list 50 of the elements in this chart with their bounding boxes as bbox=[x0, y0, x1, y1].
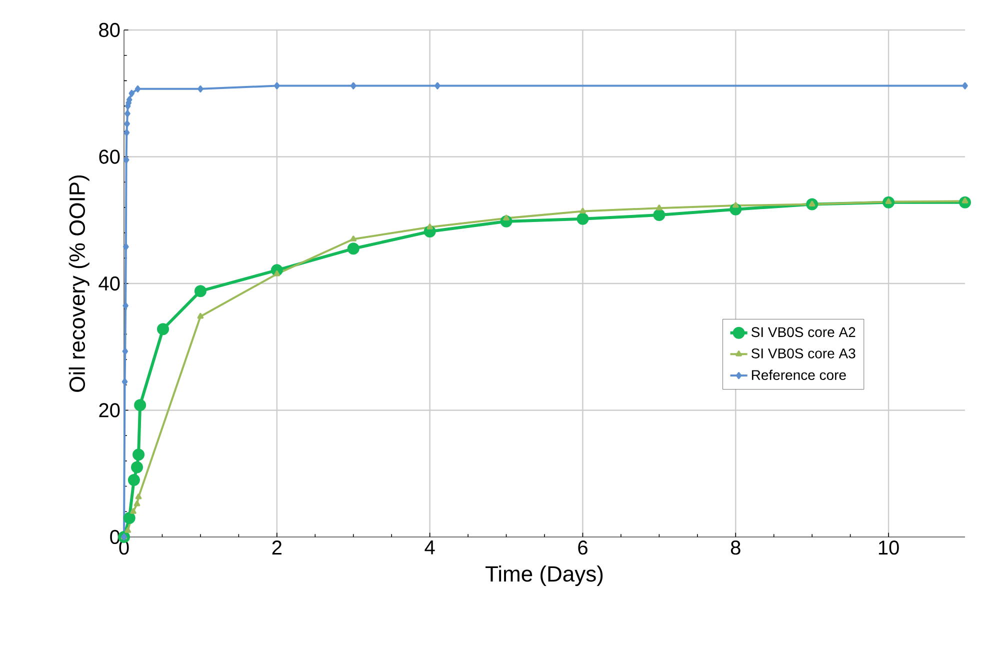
point bbox=[653, 209, 666, 222]
point bbox=[122, 348, 128, 355]
x-axis-title: Time (Days) bbox=[486, 566, 603, 586]
point bbox=[197, 312, 204, 319]
x-tick-label: 8 bbox=[730, 540, 740, 555]
point bbox=[194, 285, 206, 298]
point bbox=[732, 202, 739, 208]
point bbox=[656, 204, 662, 210]
point bbox=[122, 378, 128, 386]
point bbox=[350, 82, 356, 90]
y-tick-label: 60 bbox=[99, 150, 120, 164]
point bbox=[157, 323, 169, 336]
y-axis-title: Oil recovery (% OOIP) bbox=[68, 175, 90, 392]
point bbox=[132, 448, 145, 461]
point bbox=[134, 399, 146, 412]
legend-label: Reference core bbox=[752, 370, 846, 380]
point bbox=[962, 82, 968, 90]
point bbox=[198, 85, 204, 92]
point bbox=[350, 236, 357, 242]
point bbox=[124, 527, 131, 533]
point bbox=[123, 156, 130, 164]
y-tick-label: 80 bbox=[99, 22, 120, 38]
legend-label: SI VB0S core A2 bbox=[751, 327, 856, 338]
point bbox=[576, 212, 589, 225]
x-tick-label: 6 bbox=[578, 540, 588, 555]
x-tick-label: 2 bbox=[272, 540, 282, 554]
point bbox=[128, 90, 135, 97]
point bbox=[123, 243, 129, 250]
point bbox=[434, 82, 440, 90]
point bbox=[135, 494, 142, 500]
point bbox=[124, 120, 130, 128]
point bbox=[426, 224, 433, 230]
x-tick-label: 4 bbox=[424, 540, 435, 554]
point bbox=[274, 82, 280, 90]
point bbox=[134, 85, 141, 92]
y-tick-label: 20 bbox=[99, 403, 120, 418]
point bbox=[124, 129, 130, 136]
point bbox=[347, 242, 360, 255]
point bbox=[580, 208, 586, 214]
point bbox=[131, 461, 144, 474]
legend-label: SI VB0S core A3 bbox=[751, 348, 856, 358]
point bbox=[123, 512, 136, 524]
x-tick-label: 10 bbox=[878, 540, 899, 555]
y-tick-label: 40 bbox=[98, 276, 120, 291]
point bbox=[503, 214, 510, 220]
point bbox=[124, 110, 130, 118]
point bbox=[130, 508, 136, 514]
point bbox=[134, 500, 140, 506]
point bbox=[128, 474, 140, 486]
point bbox=[122, 302, 128, 310]
